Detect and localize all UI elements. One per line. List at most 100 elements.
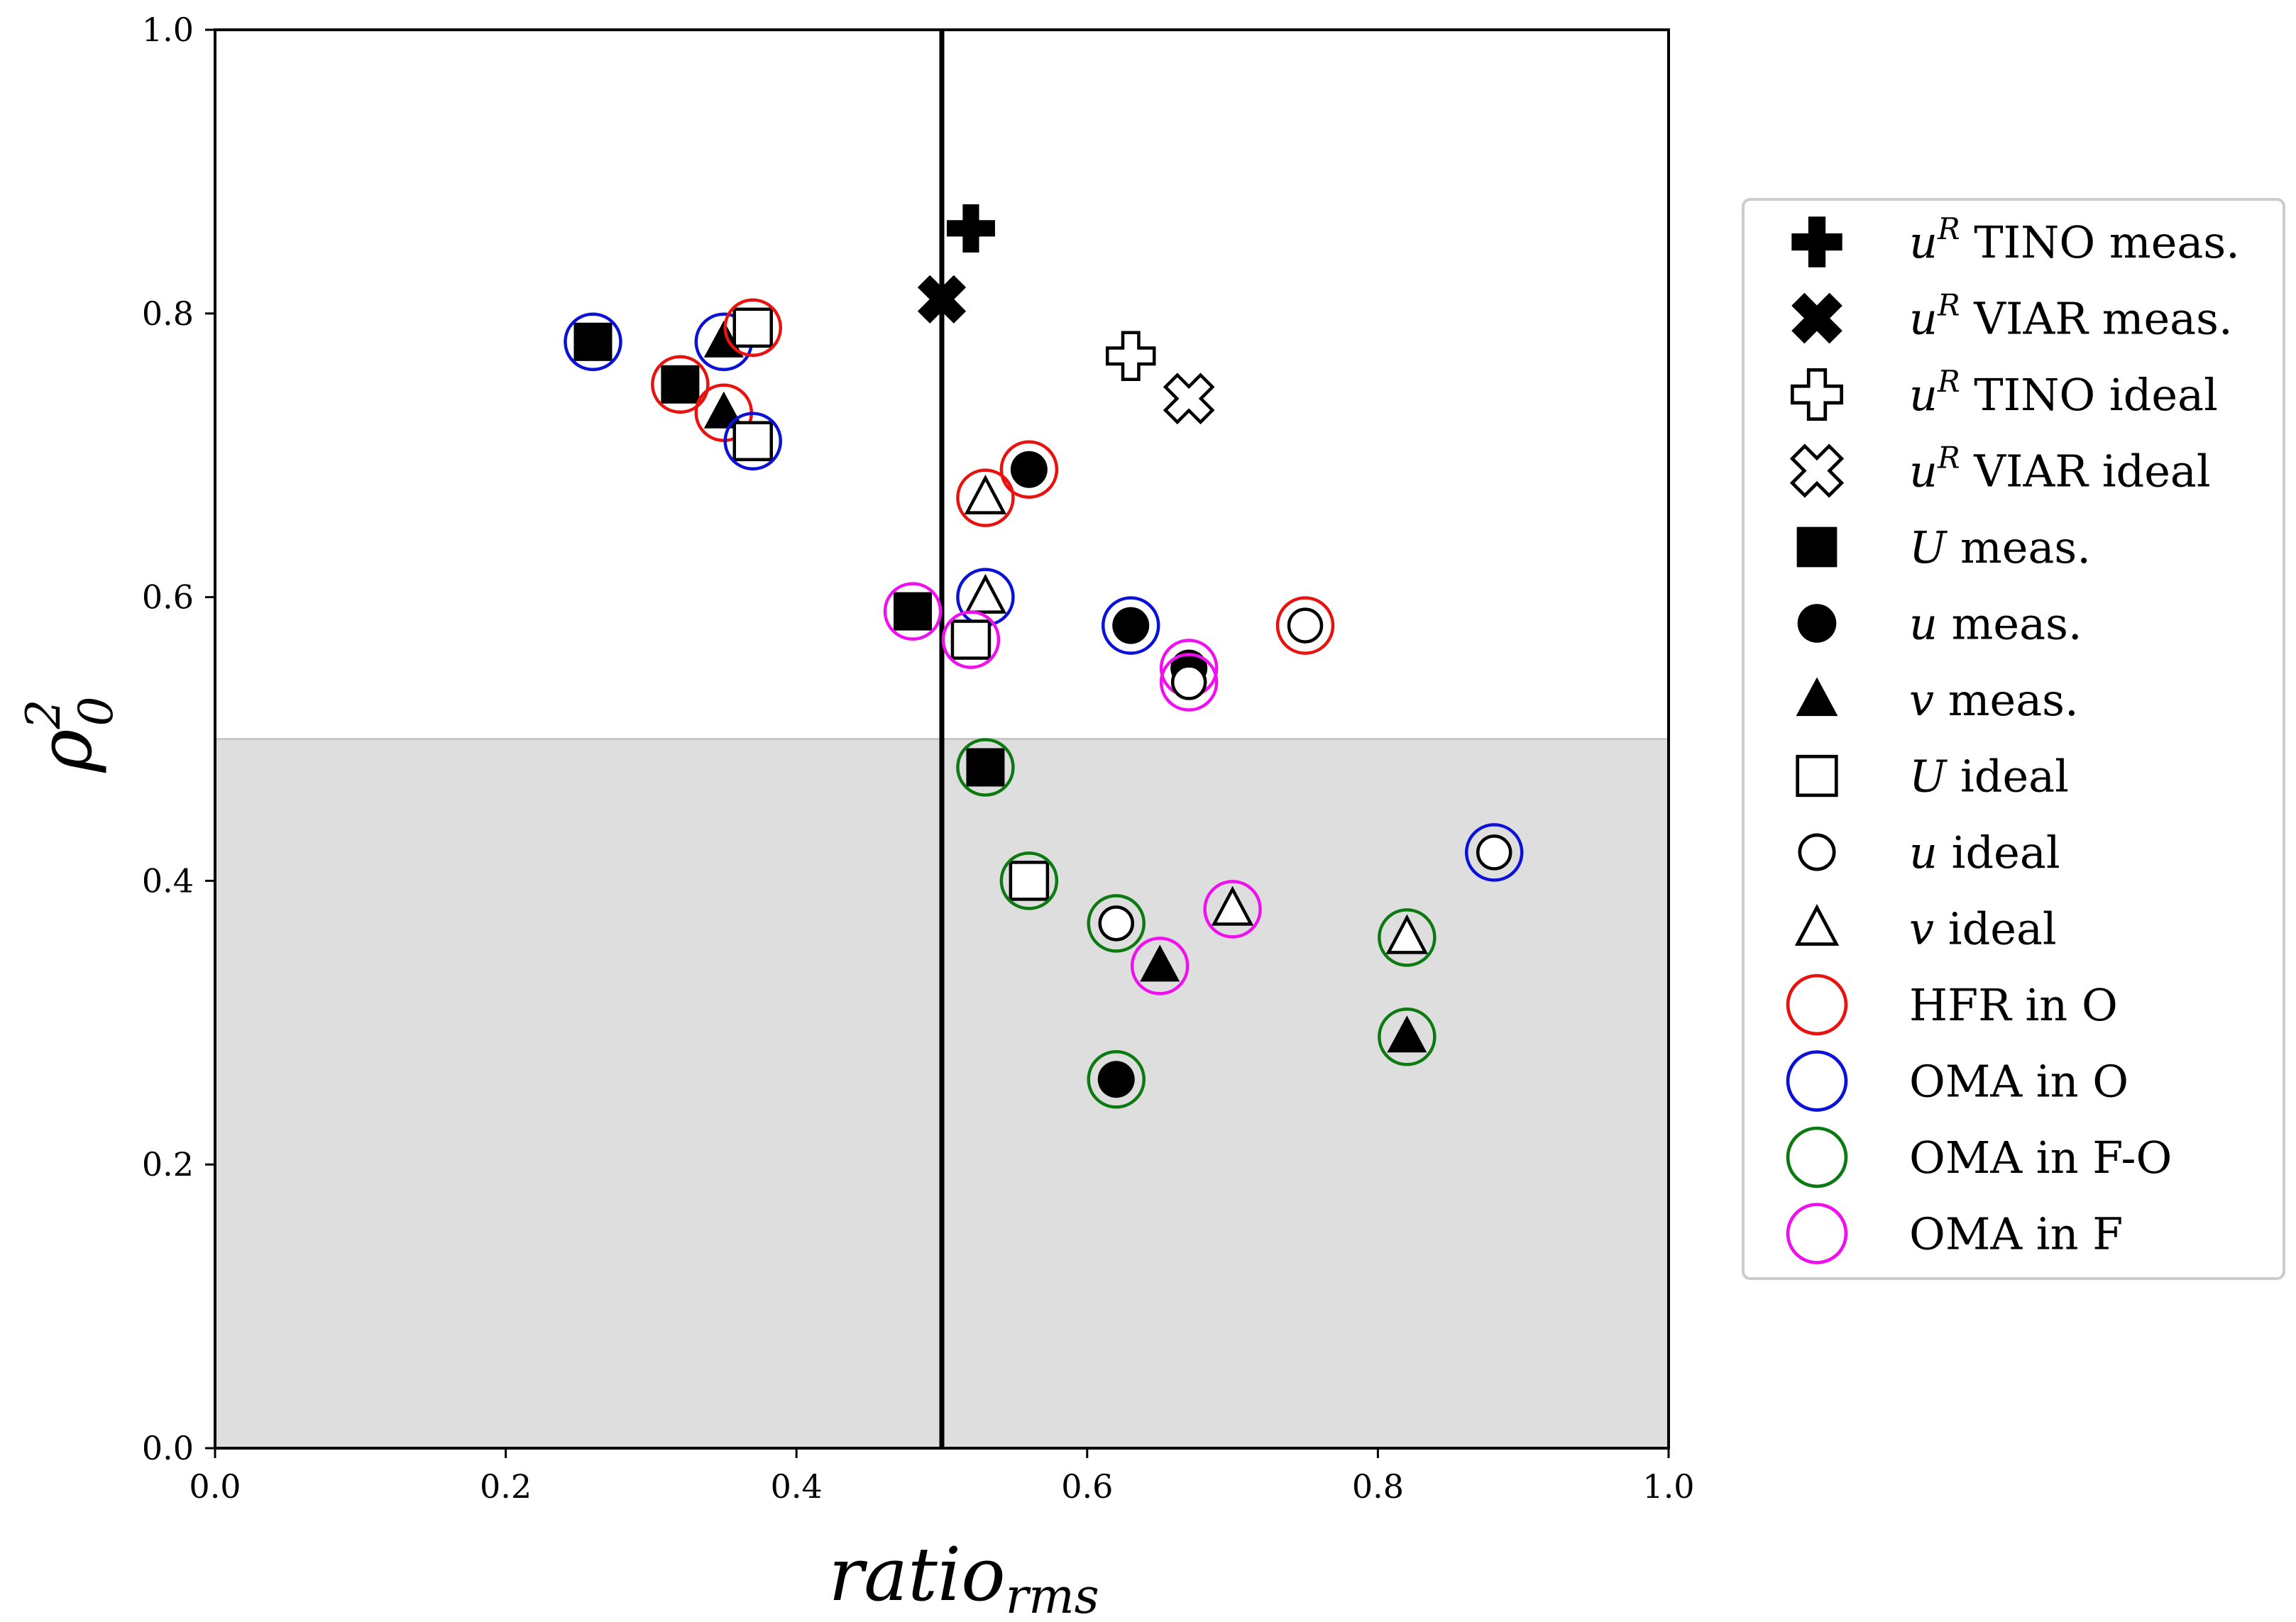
legend-item: uR TINO meas.: [1791, 211, 2240, 268]
point-ring: [1378, 1008, 1437, 1066]
point-triangle-open: [964, 474, 1007, 514]
point-x-open: [1163, 373, 1215, 425]
data-point: [1087, 894, 1146, 953]
point-ring: [883, 582, 943, 641]
point-square-filled: [966, 748, 1005, 787]
data-point: [1275, 596, 1335, 655]
legend-label: uR TINO meas.: [1909, 211, 2240, 268]
legend-item: U meas.: [1796, 522, 2091, 573]
data-points: [564, 204, 1524, 1109]
legend-plus-open: [1790, 368, 1844, 421]
point-ring: [1378, 908, 1437, 967]
legend-label: uR VIAR meas.: [1909, 288, 2233, 345]
plot-frame: [214, 28, 1670, 1450]
y-tick-label: 1.0: [142, 11, 194, 49]
data-point: [1378, 1008, 1437, 1066]
legend-label: OMA in F: [1909, 1208, 2123, 1260]
x-tick-label: 0.2: [480, 1467, 532, 1506]
x-tick-label: 0.0: [189, 1467, 241, 1506]
point-plus-filled: [946, 204, 995, 253]
legend-label: u meas.: [1909, 598, 2082, 650]
legend-triangle-filled: [1796, 677, 1838, 717]
point-ring: [723, 412, 783, 470]
point-ring: [651, 355, 710, 414]
point-circle-open: [1287, 607, 1324, 644]
y-tick-label: 0.4: [142, 861, 194, 900]
data-point: [1130, 937, 1190, 995]
legend-item: v ideal: [1794, 903, 2057, 955]
point-circle-open: [1098, 905, 1135, 942]
legend-x-filled: [1791, 292, 1842, 344]
point-ring: [723, 298, 783, 358]
point-circle-filled: [1010, 451, 1048, 488]
legend-item: OMA in F-O: [1786, 1126, 2172, 1188]
legend-item: v meas.: [1796, 674, 2079, 726]
data-point: [1105, 331, 1156, 382]
legend-item: HFR in O: [1786, 973, 2118, 1036]
point-square-filled: [661, 365, 700, 404]
data-point: [1163, 373, 1215, 425]
y-tick-label: 0.6: [142, 578, 194, 617]
legend-item: OMA in O: [1786, 1050, 2129, 1112]
data-point: [999, 851, 1059, 910]
y-axis-label: ρ20: [16, 696, 123, 773]
point-ring: [999, 851, 1059, 910]
y-axis-label-sub: 0: [69, 696, 123, 726]
legend-item: u meas.: [1797, 598, 2082, 650]
y-tick-label: 0.2: [142, 1145, 194, 1184]
point-circle-open: [1476, 834, 1512, 871]
x-axis-label-sub: rms: [1006, 1569, 1099, 1622]
legend: uR TINO meas. uR VIAR meas. uR TINO ideal u…: [1742, 198, 2285, 1280]
point-ring: [1101, 596, 1160, 655]
legend-label: HFR in O: [1909, 979, 2118, 1031]
legend-item: uR VIAR ideal: [1789, 441, 2211, 498]
x-tick-label: 0.4: [771, 1467, 823, 1506]
data-point: [1101, 596, 1160, 655]
legend-item: uR TINO ideal: [1790, 364, 2218, 421]
legend-square-filled: [1796, 526, 1838, 568]
legend-label: OMA in F-O: [1909, 1132, 2172, 1184]
point-ring: [1203, 880, 1262, 939]
point-x-filled: [917, 275, 967, 324]
legend-circle-open: [1798, 833, 1836, 871]
legend-triangle-open: [1794, 904, 1840, 946]
legend-label: uR TINO ideal: [1909, 364, 2218, 421]
legend-ring: [1786, 1203, 1848, 1264]
point-ring: [1159, 653, 1219, 712]
y-axis-label-base: ρ: [22, 729, 109, 773]
x-tick-label: 0.8: [1352, 1467, 1404, 1506]
point-triangle-open: [1211, 886, 1254, 926]
legend-label: uR VIAR ideal: [1909, 441, 2211, 497]
y-tick-label: 0.8: [142, 294, 194, 333]
point-square-open: [732, 307, 774, 348]
data-point: [956, 738, 1015, 797]
legend-x-open: [1789, 443, 1845, 498]
x-axis-label: ratiorms: [828, 1531, 1099, 1622]
legend-label: U meas.: [1909, 522, 2091, 573]
legend-ring: [1786, 1050, 1848, 1112]
data-point: [651, 355, 710, 414]
point-triangle-open: [964, 573, 1007, 614]
x-tick-label: 0.6: [1061, 1467, 1113, 1506]
data-point: [1378, 908, 1437, 967]
legend-label: v ideal: [1909, 903, 2057, 955]
point-circle-open: [1170, 664, 1207, 700]
data-point: [1464, 823, 1524, 882]
point-ring: [1275, 596, 1335, 655]
point-ring: [956, 468, 1015, 527]
legend-label: v meas.: [1909, 674, 2079, 726]
y-tick-label: 0.0: [142, 1429, 194, 1467]
x-axis-label-base: ratio: [828, 1531, 1005, 1618]
legend-plus-filled: [1791, 216, 1842, 267]
axis-ticks: 0.0 0.2 0.4 0.6 0.8 1.0 0.0 0.2 0.4 0.6 0.8 1.0: [142, 11, 1695, 1506]
legend-label: u ideal: [1909, 827, 2060, 878]
data-point: [1159, 653, 1219, 712]
point-square-filled: [894, 592, 933, 631]
data-point: [956, 468, 1015, 527]
point-ring: [1087, 894, 1146, 953]
point-square-filled: [573, 322, 613, 361]
point-plus-open: [1105, 331, 1156, 382]
data-point: [1087, 1050, 1146, 1109]
point-ring: [941, 610, 1001, 669]
